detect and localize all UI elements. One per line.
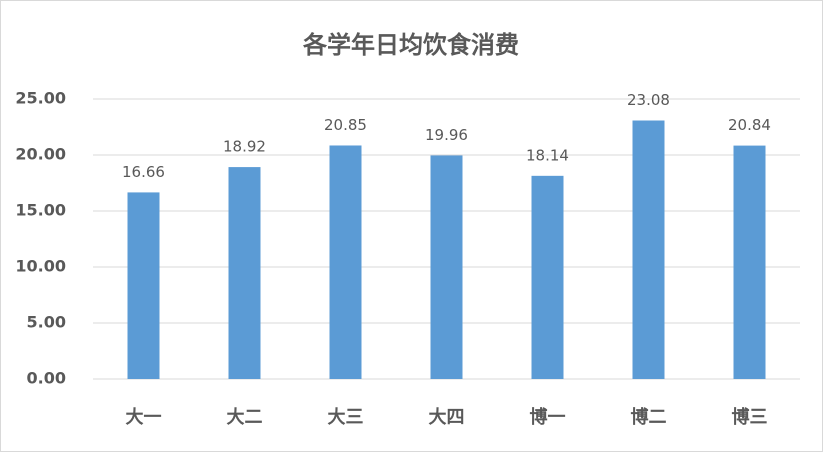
y-tick-label: 25.00 <box>15 89 66 108</box>
data-label: 23.08 <box>627 91 670 109</box>
y-tick-label: 10.00 <box>15 257 66 276</box>
bar <box>430 155 463 379</box>
bar <box>329 145 362 379</box>
chart-title: 各学年日均饮食消费 <box>302 31 519 59</box>
x-tick-label: 大二 <box>227 406 263 428</box>
bar <box>733 145 766 379</box>
data-label: 18.92 <box>223 138 266 156</box>
x-tick-label: 博三 <box>732 406 768 428</box>
bar <box>531 175 564 379</box>
data-label: 20.84 <box>728 116 771 134</box>
data-label: 16.66 <box>122 163 165 181</box>
x-tick-label: 大一 <box>126 406 162 428</box>
y-tick-label: 5.00 <box>27 313 66 332</box>
y-tick-label: 15.00 <box>15 201 66 220</box>
data-label: 19.96 <box>425 126 468 144</box>
bar <box>632 120 665 379</box>
x-tick-label: 博一 <box>530 406 566 428</box>
x-tick-label: 大四 <box>429 406 465 428</box>
x-tick-label: 大三 <box>328 406 364 428</box>
x-tick-label: 博二 <box>631 406 667 428</box>
y-tick-label: 20.00 <box>15 145 66 164</box>
data-label: 18.14 <box>526 146 569 164</box>
bar <box>228 167 261 379</box>
y-tick-label: 0.00 <box>27 369 66 388</box>
bar <box>127 192 160 379</box>
data-label: 20.85 <box>324 116 367 134</box>
